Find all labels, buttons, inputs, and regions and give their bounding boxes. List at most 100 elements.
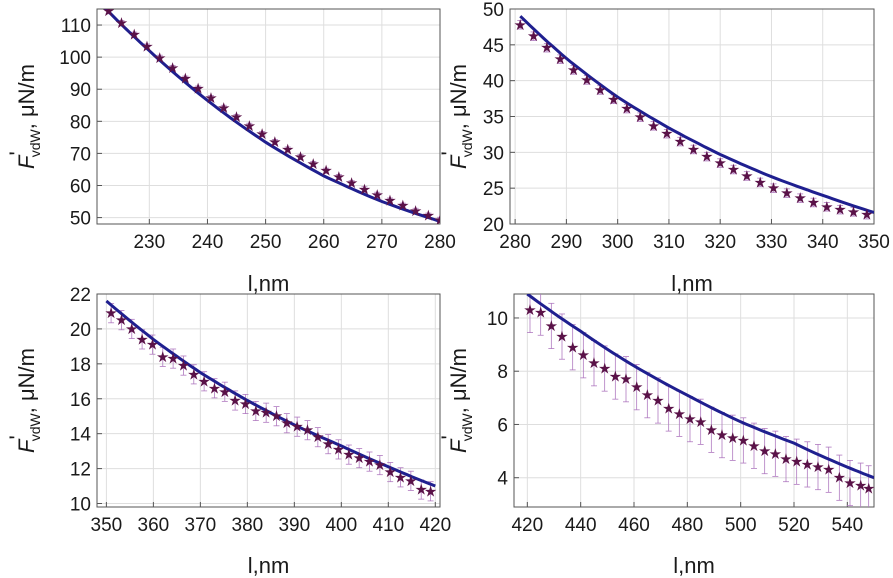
data-point: ★ <box>660 125 673 143</box>
data-point: ★ <box>268 133 281 151</box>
data-point: ★ <box>540 39 553 57</box>
x-tick-label: 310 <box>653 232 685 253</box>
data-point: ★ <box>651 392 664 410</box>
y-tick-label: 12 <box>70 460 91 481</box>
data-point: ★ <box>208 379 221 397</box>
data-markers: ★★★★★★★★★★★★★★★★★★★★★★★★★★★★★★★★★ <box>523 301 875 497</box>
data-point: ★ <box>700 148 713 166</box>
data-point: ★ <box>580 71 593 89</box>
x-tick-label: 440 <box>565 515 597 536</box>
data-point: ★ <box>790 453 803 471</box>
x-tick-label: 390 <box>278 515 310 536</box>
data-point: ★ <box>577 346 590 364</box>
data-point: ★ <box>166 59 179 77</box>
y-axis-label: F'vdW, μN/m <box>5 64 43 169</box>
data-point: ★ <box>404 472 417 490</box>
data-point: ★ <box>673 133 686 151</box>
chart-panel-3: 350 360 370 380 390 400 410 42010121416182022★★… <box>5 285 451 578</box>
x-tick-label: 480 <box>671 515 703 536</box>
data-point: ★ <box>523 301 536 319</box>
data-point: ★ <box>140 38 153 56</box>
x-tick-label: 410 <box>372 515 404 536</box>
x-tick-label: 340 <box>807 232 839 253</box>
y-tick-label: 4 <box>497 469 508 490</box>
data-point: ★ <box>352 449 365 467</box>
chart-panel-2: 280 290 300 310 320 330 340 35020253035404550★★… <box>437 0 890 296</box>
data-point: ★ <box>683 410 696 428</box>
data-point: ★ <box>737 431 750 449</box>
data-point: ★ <box>115 14 128 32</box>
data-point: ★ <box>811 458 824 476</box>
y-tick-label: 10 <box>70 495 91 516</box>
data-point: ★ <box>135 330 148 348</box>
plot-frame <box>513 293 875 508</box>
data-point: ★ <box>373 456 386 474</box>
data-point: ★ <box>249 402 262 420</box>
data-point: ★ <box>409 202 422 220</box>
x-tick-label: 380 <box>232 515 264 536</box>
x-tick-label: 400 <box>325 515 357 536</box>
data-point: ★ <box>726 429 739 447</box>
data-point: ★ <box>345 174 358 192</box>
data-point: ★ <box>687 140 700 158</box>
data-point: ★ <box>705 421 718 439</box>
y-axis-label: F'vdW, μN/m <box>437 348 475 453</box>
y-tick-label: 30 <box>483 143 504 164</box>
data-point: ★ <box>307 155 320 173</box>
data-point: ★ <box>633 108 646 126</box>
data-point: ★ <box>779 450 792 468</box>
data-point: ★ <box>527 27 540 45</box>
data-point: ★ <box>673 405 686 423</box>
data-point: ★ <box>566 338 579 356</box>
data-point: ★ <box>156 348 169 366</box>
data-point: ★ <box>769 445 782 463</box>
y-tick-label: 8 <box>497 362 508 383</box>
data-point: ★ <box>187 365 200 383</box>
x-tick-label: 420 <box>511 515 543 536</box>
x-axis-label: l,nm <box>248 271 290 296</box>
data-point: ★ <box>555 328 568 346</box>
y-tick-label: 22 <box>70 285 91 306</box>
data-point: ★ <box>594 81 607 99</box>
y-tick-label: 20 <box>483 215 504 236</box>
y-tick-label: 18 <box>70 355 91 376</box>
y-tick-label: 80 <box>70 112 91 133</box>
x-tick-label: 230 <box>133 232 165 253</box>
y-tick-label: 90 <box>70 80 91 101</box>
x-axis-label: l,nm <box>248 553 290 578</box>
y-tick-label: 20 <box>70 320 91 341</box>
data-point: ★ <box>125 320 138 338</box>
data-point: ★ <box>780 184 793 202</box>
data-point: ★ <box>567 61 580 79</box>
x-tick-label: 420 <box>419 515 451 536</box>
data-point: ★ <box>647 117 660 135</box>
y-tick-label: 100 <box>59 48 91 69</box>
data-point: ★ <box>259 404 272 422</box>
data-point: ★ <box>358 180 371 198</box>
plot-area: ★★★★★★★★★★★★★★★★★★★★★★★★★★★★★★★★★ <box>523 294 875 507</box>
data-point: ★ <box>218 383 231 401</box>
data-point: ★ <box>191 80 204 98</box>
x-tick-label: 350 <box>91 515 123 536</box>
data-point: ★ <box>598 360 611 378</box>
data-point: ★ <box>319 162 332 180</box>
x-tick-label: 280 <box>499 232 531 253</box>
plot-frame <box>96 293 441 508</box>
data-markers: ★★★★★★★★★★★★★★★★★★★★★★★★★★★ <box>102 9 440 224</box>
data-point: ★ <box>290 418 303 436</box>
fit-curve <box>519 15 874 214</box>
data-point: ★ <box>758 442 771 460</box>
y-tick-label: 25 <box>483 179 504 200</box>
fit-curve <box>526 294 874 480</box>
plot-area: ★★★★★★★★★★★★★★★★★★★★★★★★★★★★★★★★ <box>104 299 437 502</box>
y-tick-label: 35 <box>483 108 504 129</box>
data-point: ★ <box>862 479 875 497</box>
data-point: ★ <box>847 203 860 221</box>
data-point: ★ <box>822 461 835 479</box>
data-point: ★ <box>860 206 873 224</box>
data-point: ★ <box>609 368 622 386</box>
data-point: ★ <box>280 414 293 432</box>
error-bars <box>517 20 870 220</box>
